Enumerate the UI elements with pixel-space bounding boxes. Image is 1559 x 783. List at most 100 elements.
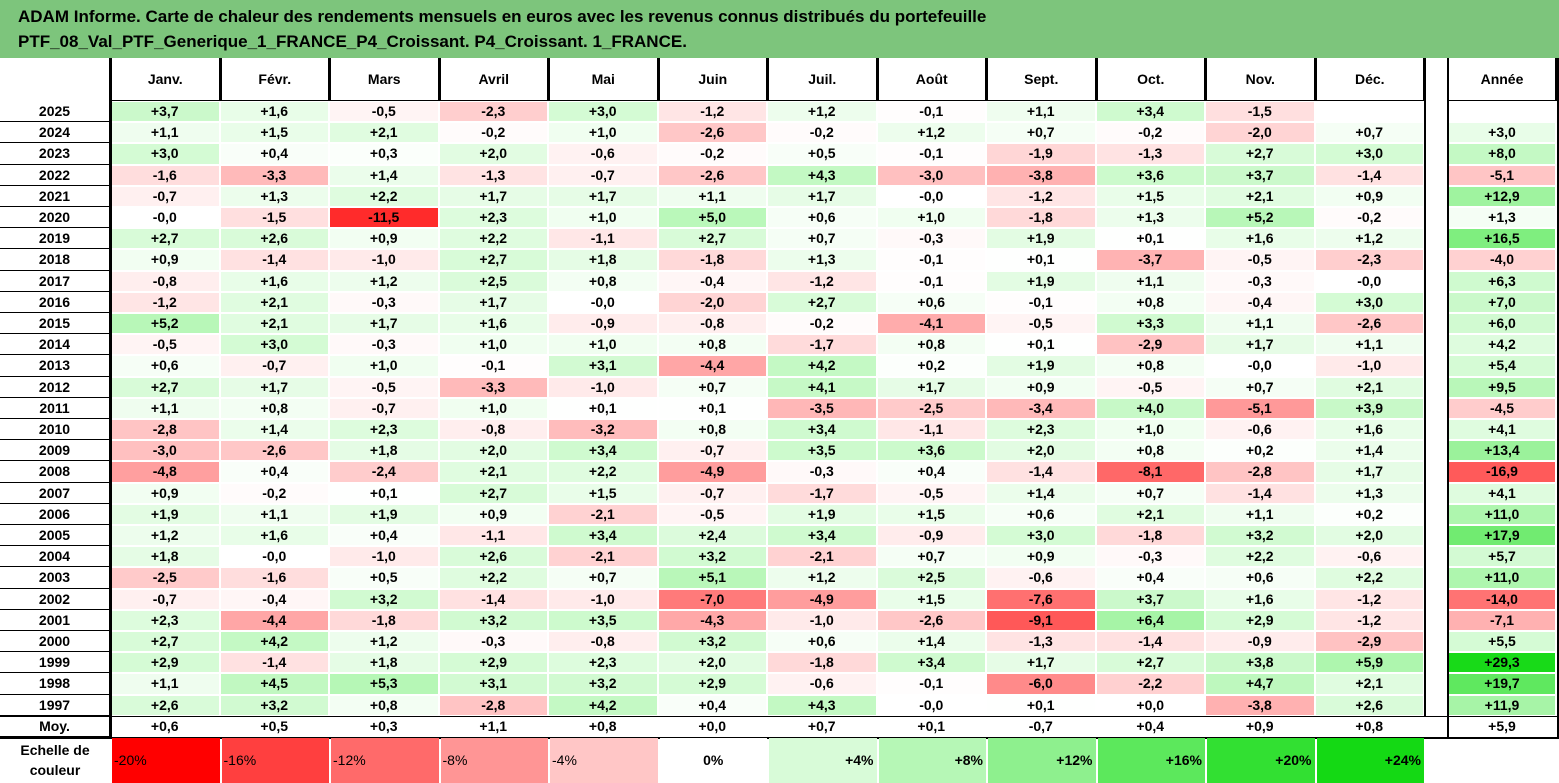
color-scale-step: -20% bbox=[112, 738, 220, 783]
monthly-return-cell: +0,8 bbox=[1096, 441, 1204, 461]
color-scale-step: -12% bbox=[331, 738, 439, 783]
monthly-return-cell: +5,3 bbox=[330, 674, 438, 694]
monthly-return-cell: +2,2 bbox=[1206, 547, 1314, 567]
monthly-return-cell: +0,9 bbox=[987, 377, 1095, 397]
monthly-return-cell: +0,6 bbox=[111, 356, 219, 376]
monthly-return-cell bbox=[1315, 102, 1423, 122]
monthly-return-cell: +1,0 bbox=[549, 123, 657, 143]
monthly-return-cell: +1,9 bbox=[987, 356, 1095, 376]
report-header: ADAM Informe. Carte de chaleur des rende… bbox=[0, 0, 1559, 58]
monthly-return-cell: -0,6 bbox=[1315, 547, 1423, 567]
monthly-return-cell: -0,5 bbox=[877, 483, 985, 503]
monthly-return-cell: +1,3 bbox=[768, 250, 876, 270]
monthly-return-cell: -0,5 bbox=[987, 314, 1095, 334]
monthly-return-cell: +0,2 bbox=[1315, 504, 1423, 524]
monthly-return-cell: +2,9 bbox=[439, 653, 547, 673]
monthly-return-cell: -0,3 bbox=[439, 632, 547, 652]
monthly-return-cell: +0,6 bbox=[768, 208, 876, 228]
monthly-return-cell: +2,2 bbox=[439, 568, 547, 588]
month-header: Août bbox=[876, 58, 986, 101]
monthly-return-cell: +3,5 bbox=[768, 441, 876, 461]
monthly-return-cell: +3,6 bbox=[1096, 165, 1204, 185]
monthly-return-cell: +1,0 bbox=[439, 398, 547, 418]
monthly-return-cell: -0,7 bbox=[658, 441, 766, 461]
monthly-return-cell: +2,1 bbox=[220, 314, 328, 334]
annual-return-cell: +16,5 bbox=[1449, 229, 1555, 249]
monthly-return-cell: +3,7 bbox=[1096, 589, 1204, 609]
monthly-return-cell: +2,2 bbox=[439, 229, 547, 249]
monthly-return-cell: -0,0 bbox=[111, 208, 219, 228]
average-value: +0,8 bbox=[549, 716, 657, 736]
monthly-return-cell: -1,4 bbox=[987, 462, 1095, 482]
monthly-return-cell: +1,6 bbox=[439, 314, 547, 334]
monthly-return-cell: +1,0 bbox=[877, 208, 985, 228]
monthly-return-cell: +0,1 bbox=[987, 695, 1095, 715]
monthly-return-cell: -0,1 bbox=[987, 292, 1095, 312]
monthly-return-cell: +1,4 bbox=[877, 632, 985, 652]
year-label: 1998 bbox=[0, 673, 110, 695]
annual-return-cell: +5,4 bbox=[1449, 356, 1555, 376]
monthly-return-cell: -8,1 bbox=[1096, 462, 1204, 482]
monthly-return-cell: +0,7 bbox=[1315, 123, 1423, 143]
month-header: Mai bbox=[548, 58, 658, 101]
color-scale-step: +4% bbox=[769, 738, 877, 783]
monthly-return-cell: -1,8 bbox=[768, 653, 876, 673]
monthly-return-cell: +0,1 bbox=[658, 398, 766, 418]
monthly-return-cell: -2,6 bbox=[220, 441, 328, 461]
monthly-return-cell: +1,7 bbox=[439, 292, 547, 312]
monthly-return-cell: +0,8 bbox=[658, 420, 766, 440]
monthly-return-cell: +4,1 bbox=[768, 377, 876, 397]
monthly-return-cell: -2,2 bbox=[1096, 674, 1204, 694]
monthly-return-cell: +0,1 bbox=[330, 483, 438, 503]
monthly-return-cell: +1,0 bbox=[1096, 420, 1204, 440]
monthly-return-cell: +3,4 bbox=[1096, 102, 1204, 122]
monthly-return-cell: +3,2 bbox=[549, 674, 657, 694]
monthly-return-cell: -3,7 bbox=[1096, 250, 1204, 270]
year-label: 2004 bbox=[0, 546, 110, 568]
monthly-return-cell: -3,4 bbox=[987, 398, 1095, 418]
monthly-return-cell: +1,0 bbox=[549, 335, 657, 355]
average-value: +0,8 bbox=[1315, 716, 1423, 736]
monthly-return-cell: +1,4 bbox=[220, 420, 328, 440]
monthly-return-cell: -3,0 bbox=[877, 165, 985, 185]
color-scale-step: +8% bbox=[878, 738, 986, 783]
monthly-return-cell: +2,1 bbox=[1206, 186, 1314, 206]
monthly-return-cell: -1,2 bbox=[1315, 589, 1423, 609]
year-total-header: Année bbox=[1447, 58, 1557, 101]
year-label: 2011 bbox=[0, 397, 110, 419]
monthly-return-cell: -2,0 bbox=[1206, 123, 1314, 143]
monthly-return-cell: -2,1 bbox=[549, 504, 657, 524]
monthly-return-cell: +2,0 bbox=[987, 441, 1095, 461]
average-value: +0,9 bbox=[1206, 716, 1314, 736]
monthly-return-cell: -1,4 bbox=[439, 589, 547, 609]
monthly-return-cell: -5,1 bbox=[1206, 398, 1314, 418]
monthly-return-cell: -1,0 bbox=[330, 547, 438, 567]
monthly-return-cell: +0,8 bbox=[877, 335, 985, 355]
color-scale-step: +20% bbox=[1207, 738, 1315, 783]
monthly-return-cell: +2,6 bbox=[220, 229, 328, 249]
year-label: 2016 bbox=[0, 291, 110, 313]
monthly-return-cell: -2,5 bbox=[111, 568, 219, 588]
year-label: 2007 bbox=[0, 482, 110, 504]
month-header: Janv. bbox=[110, 58, 220, 101]
monthly-return-cell: +0,8 bbox=[549, 271, 657, 291]
monthly-return-cell: +2,1 bbox=[1315, 674, 1423, 694]
monthly-return-cell: -2,6 bbox=[877, 610, 985, 630]
monthly-return-cell: -0,4 bbox=[220, 589, 328, 609]
monthly-return-cell: +1,8 bbox=[330, 441, 438, 461]
monthly-return-cell: +3,3 bbox=[1096, 314, 1204, 334]
average-value: +0,7 bbox=[768, 716, 876, 736]
year-label: 2010 bbox=[0, 419, 110, 441]
monthly-return-cell: -0,7 bbox=[111, 186, 219, 206]
annual-return-cell: +13,4 bbox=[1449, 441, 1555, 461]
year-label: 2018 bbox=[0, 249, 110, 271]
monthly-return-cell: +1,1 bbox=[111, 674, 219, 694]
year-label: 1999 bbox=[0, 652, 110, 674]
monthly-return-cell: +3,4 bbox=[549, 526, 657, 546]
monthly-return-cell: -0,7 bbox=[220, 356, 328, 376]
monthly-return-cell: -0,7 bbox=[549, 165, 657, 185]
monthly-return-cell: +2,5 bbox=[877, 568, 985, 588]
monthly-return-cell: -3,8 bbox=[987, 165, 1095, 185]
monthly-return-cell: +4,2 bbox=[220, 632, 328, 652]
monthly-return-cell: +0,7 bbox=[1206, 377, 1314, 397]
